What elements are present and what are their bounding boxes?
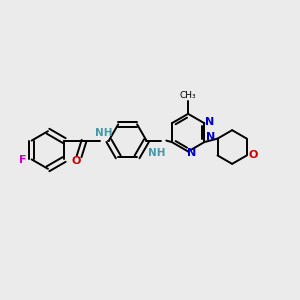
Text: F: F <box>19 155 27 165</box>
Text: NH: NH <box>148 148 165 158</box>
Text: N: N <box>188 148 197 158</box>
Text: O: O <box>71 156 81 167</box>
Text: CH₃: CH₃ <box>180 91 196 100</box>
Text: N: N <box>206 132 215 142</box>
Text: N: N <box>205 117 214 127</box>
Text: O: O <box>249 150 258 161</box>
Text: NH: NH <box>95 128 112 138</box>
